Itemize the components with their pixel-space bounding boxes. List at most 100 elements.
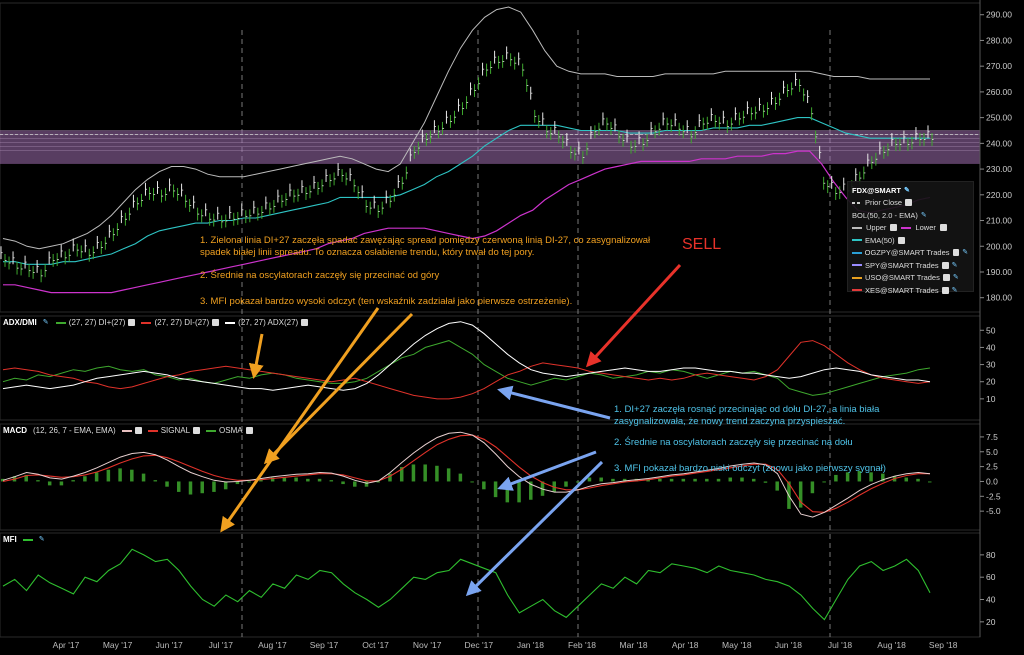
legend-swatch	[852, 251, 862, 254]
osma-label: OSMA	[219, 426, 243, 435]
macd-axis-tick-label: 5.0	[986, 447, 998, 457]
legend-signal[interactable]: SIGNAL	[147, 426, 201, 435]
settings-icon[interactable]: ✎	[962, 249, 969, 257]
legend-item[interactable]: Upper Lower	[852, 222, 969, 235]
osma-bar	[611, 478, 615, 482]
checkbox-icon[interactable]	[905, 199, 913, 207]
osma-bar	[681, 478, 686, 482]
osma-bar	[517, 481, 521, 503]
settings-icon[interactable]: ✎	[920, 211, 927, 219]
osma-bar	[446, 468, 451, 482]
osma-bar	[282, 477, 287, 482]
checkbox-icon[interactable]	[890, 224, 898, 232]
legend-item-label: USO@SMART Trades	[865, 273, 940, 283]
checkbox-icon[interactable]	[193, 427, 201, 434]
legend-item[interactable]: SPY@SMART Trades ✎	[852, 259, 969, 272]
price-axis-tick-label: 250.00	[986, 113, 1012, 123]
legend-item-label: Prior Close	[865, 198, 903, 208]
price-axis-tick-label: 230.00	[986, 164, 1012, 174]
osma-bar	[775, 481, 779, 491]
annotation-arrows	[220, 263, 682, 597]
x-tick-label: Jul '18	[828, 640, 853, 650]
checkbox-icon[interactable]	[212, 319, 220, 326]
blue-note-3: 3. MFI pokazał bardzo niski odczyt (znow…	[614, 463, 886, 474]
checkbox-icon[interactable]	[939, 224, 947, 232]
checkbox-icon[interactable]	[941, 286, 949, 294]
checkbox-icon[interactable]	[128, 319, 136, 326]
osma-bar	[669, 478, 674, 482]
price-axis-tick-label: 180.00	[986, 293, 1012, 303]
adx-axis-tick-label: 20	[986, 377, 996, 387]
osma-bar	[353, 481, 357, 487]
mfi-swatch	[22, 538, 33, 541]
legend-swatch	[852, 276, 862, 279]
x-tick-label: Dec '17	[465, 640, 494, 650]
adx-axis-tick-label: 10	[986, 394, 996, 404]
legend-item[interactable]: BOL(50, 2.0 - EMA) ✎	[852, 209, 969, 222]
checkbox-icon[interactable]	[134, 427, 142, 434]
checkbox-icon[interactable]	[952, 249, 960, 257]
checkbox-icon[interactable]	[897, 236, 905, 244]
checkbox-icon[interactable]	[941, 261, 949, 269]
orange-arrow-adx	[248, 333, 264, 379]
osma-bar	[705, 478, 709, 482]
osma-bar	[529, 481, 533, 500]
osma-bar	[130, 469, 134, 482]
settings-icon[interactable]: ✎	[903, 186, 910, 194]
osma-bar	[47, 481, 52, 486]
price-axis-tick-label: 220.00	[986, 190, 1012, 200]
osma-bar	[693, 478, 697, 482]
legend-item-label: OGZPY@SMART Trades	[864, 248, 950, 258]
legend-item-label: EMA(50)	[865, 235, 895, 245]
osma-bar	[834, 474, 838, 482]
osma-bar	[141, 473, 146, 482]
adx-series-line	[2, 321, 931, 391]
settings-icon[interactable]: ✎	[951, 261, 958, 269]
legend-item[interactable]: USO@SMART Trades ✎	[852, 272, 969, 285]
osma-bar	[1, 478, 5, 482]
adx-panel[interactable]	[2, 321, 931, 400]
settings-icon[interactable]: ✎	[951, 286, 958, 294]
bollinger-lower-line	[3, 150, 931, 294]
checkbox-icon[interactable]	[245, 427, 253, 434]
macd-panel-name: MACD	[3, 426, 27, 435]
checkbox-icon[interactable]	[301, 319, 309, 326]
price-axis-tick-label: 200.00	[986, 241, 1012, 251]
settings-icon[interactable]: ✎	[42, 319, 49, 326]
legend-osma[interactable]: OSMA	[206, 426, 253, 435]
legend-title: FDX@SMART ✎	[852, 184, 969, 197]
osma-bar	[294, 477, 298, 482]
legend-di-plus[interactable]: (27, 27) DI+(27)	[55, 318, 136, 327]
legend-item[interactable]: Prior Close	[852, 197, 969, 210]
osma-bar	[399, 467, 404, 482]
osma-bar	[329, 480, 334, 482]
osma-bar	[188, 481, 193, 495]
legend-adx[interactable]: (27, 27) ADX(27)	[225, 318, 309, 327]
macd-panel[interactable]	[1, 431, 932, 518]
di-plus-label: (27, 27) DI+(27)	[68, 318, 126, 327]
osma-bar	[118, 468, 122, 482]
legend-di-minus[interactable]: (27, 27) DI-(27)	[141, 318, 220, 327]
settings-icon[interactable]: ✎	[38, 536, 45, 543]
osma-bar	[869, 472, 873, 482]
blue-note-2: 2. Średnie na oscylatorach zaczęły się p…	[614, 437, 853, 448]
checkbox-icon[interactable]	[942, 274, 950, 282]
osma-bar	[270, 477, 275, 482]
adx-axis-tick-label: 40	[986, 342, 996, 352]
legend-item[interactable]: EMA(50)	[852, 234, 969, 247]
osma-bar	[411, 464, 416, 482]
legend-item[interactable]: XES@SMART Trades ✎	[852, 284, 969, 297]
osma-bar	[587, 477, 592, 482]
osma-bar	[763, 481, 768, 483]
price-axis-tick-label: 270.00	[986, 61, 1012, 71]
price-panel[interactable]	[0, 6, 980, 294]
x-tick-label: Mar '18	[620, 640, 648, 650]
macd-line	[2, 431, 931, 518]
mfi-panel[interactable]	[2, 548, 931, 621]
legend-macd-line[interactable]	[121, 427, 142, 434]
osma-bar	[845, 472, 850, 482]
legend-item[interactable]: OGZPY@SMART Trades ✎	[852, 247, 969, 260]
x-tick-label: Jul '17	[209, 640, 234, 650]
settings-icon[interactable]: ✎	[952, 274, 959, 282]
blue-arrow-macd	[497, 450, 597, 491]
